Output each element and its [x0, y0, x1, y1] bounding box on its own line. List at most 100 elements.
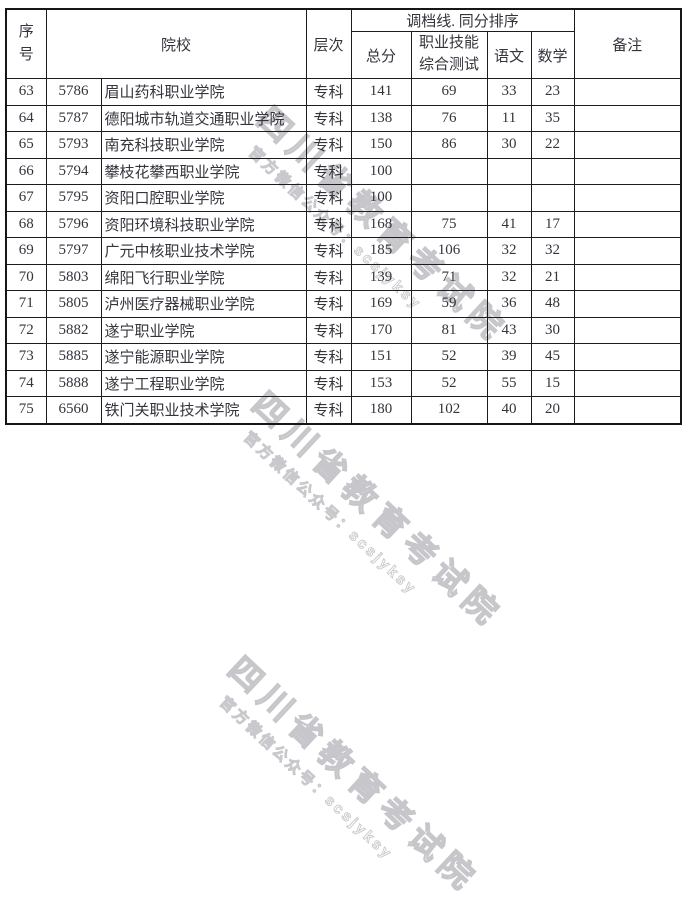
table-row: 68 5796 资阳环境科技职业学院 专科 168 75 41 17: [5, 210, 682, 238]
cell-college-code: 5786: [45, 78, 102, 106]
cell-level: 专科: [305, 210, 352, 238]
header-total-score: 总分: [350, 31, 412, 79]
cell-college-code: 5793: [45, 131, 102, 159]
cell-note: [573, 369, 682, 397]
header-chinese: 语文: [486, 31, 532, 79]
header-skill-test-label: 职业技能综合测试: [419, 35, 480, 73]
cell-seq: 73: [5, 343, 47, 371]
cell-chinese-score: 40: [486, 396, 532, 424]
cell-note: [573, 210, 682, 238]
cell-math-score: 17: [530, 210, 575, 238]
header-score-group: 调档线. 同分排序: [350, 8, 575, 32]
cell-total-score: 169: [350, 290, 412, 318]
cell-chinese-score: 39: [486, 343, 532, 371]
table-row: 69 5797 广元中核职业技术学院 专科 185 106 32 32: [5, 237, 682, 265]
cell-note: [573, 316, 682, 344]
cell-level: 专科: [305, 157, 352, 185]
table-body: 63 5786 眉山药科职业学院 专科 141 69 33 23 64 5787…: [5, 78, 682, 424]
cell-skill-test-score: 69: [410, 78, 488, 106]
cell-skill-test-score: 81: [410, 316, 488, 344]
cell-college-code: 6560: [45, 396, 102, 424]
cell-seq: 67: [5, 184, 47, 212]
cell-seq: 74: [5, 369, 47, 397]
cell-level: 专科: [305, 290, 352, 318]
header-seq-label: 序号: [18, 23, 34, 63]
header-seq: 序号: [5, 8, 47, 79]
cell-math-score: 30: [530, 316, 575, 344]
cell-note: [573, 131, 682, 159]
table-row: 74 5888 遂宁工程职业学院 专科 153 52 55 15: [5, 369, 682, 397]
cell-seq: 66: [5, 157, 47, 185]
cell-note: [573, 104, 682, 132]
cell-total-score: 168: [350, 210, 412, 238]
cell-college-code: 5885: [45, 343, 102, 371]
cell-college-code: 5803: [45, 263, 102, 291]
table-row: 73 5885 遂宁能源职业学院 专科 151 52 39 45: [5, 343, 682, 371]
cell-total-score: 180: [350, 396, 412, 424]
cell-seq: 71: [5, 290, 47, 318]
cell-chinese-score: [486, 184, 532, 212]
cell-level: 专科: [305, 78, 352, 106]
cell-skill-test-score: 102: [410, 396, 488, 424]
cell-chinese-score: 30: [486, 131, 532, 159]
cell-math-score: 48: [530, 290, 575, 318]
cell-college-code: 5796: [45, 210, 102, 238]
cell-math-score: [530, 184, 575, 212]
cell-chinese-score: 11: [486, 104, 532, 132]
cell-college-name: 遂宁能源职业学院: [100, 343, 307, 371]
header-note: 备注: [573, 8, 682, 79]
cell-note: [573, 157, 682, 185]
cell-seq: 72: [5, 316, 47, 344]
cell-note: [573, 237, 682, 265]
watermark-sub-text: 官方微信公众号：scsjyksy: [215, 693, 397, 864]
cell-skill-test-score: 71: [410, 263, 488, 291]
cell-total-score: 170: [350, 316, 412, 344]
cell-college-name: 攀枝花攀西职业学院: [100, 157, 307, 185]
cell-chinese-score: 36: [486, 290, 532, 318]
cell-level: 专科: [305, 343, 352, 371]
cell-skill-test-score: [410, 157, 488, 185]
cell-college-code: 5805: [45, 290, 102, 318]
cell-level: 专科: [305, 237, 352, 265]
cell-total-score: 153: [350, 369, 412, 397]
cell-college-name: 遂宁工程职业学院: [100, 369, 307, 397]
watermark-main-text: 四川省教育考试院: [221, 649, 488, 901]
cell-level: 专科: [305, 184, 352, 212]
cell-college-name: 铁门关职业技术学院: [100, 396, 307, 424]
cell-total-score: 150: [350, 131, 412, 159]
cell-total-score: 151: [350, 343, 412, 371]
header-college: 院校: [45, 8, 307, 79]
cell-college-code: 5797: [45, 237, 102, 265]
cell-skill-test-score: 52: [410, 343, 488, 371]
cell-total-score: 139: [350, 263, 412, 291]
cell-college-name: 资阳环境科技职业学院: [100, 210, 307, 238]
cell-math-score: 35: [530, 104, 575, 132]
cell-chinese-score: [486, 157, 532, 185]
cell-level: 专科: [305, 396, 352, 424]
cell-college-code: 5882: [45, 316, 102, 344]
cell-skill-test-score: 76: [410, 104, 488, 132]
cell-total-score: 185: [350, 237, 412, 265]
table-row: 71 5805 泸州医疗器械职业学院 专科 169 59 36 48: [5, 290, 682, 318]
cell-chinese-score: 32: [486, 237, 532, 265]
header-level: 层次: [305, 8, 352, 79]
cell-total-score: 100: [350, 157, 412, 185]
cell-skill-test-score: 75: [410, 210, 488, 238]
cell-note: [573, 263, 682, 291]
table-row: 67 5795 资阳口腔职业学院 专科 100: [5, 184, 682, 212]
cell-college-name: 泸州医疗器械职业学院: [100, 290, 307, 318]
cell-college-code: 5787: [45, 104, 102, 132]
cell-seq: 64: [5, 104, 47, 132]
cell-skill-test-score: 86: [410, 131, 488, 159]
cell-college-name: 南充科技职业学院: [100, 131, 307, 159]
cell-level: 专科: [305, 369, 352, 397]
cell-math-score: 32: [530, 237, 575, 265]
cell-note: [573, 78, 682, 106]
table-row: 70 5803 绵阳飞行职业学院 专科 139 71 32 21: [5, 263, 682, 291]
cell-total-score: 100: [350, 184, 412, 212]
header-skill-test: 职业技能综合测试: [410, 31, 488, 79]
watermark-sub-text: 官方微信公众号：scsjyksy: [239, 428, 421, 599]
cell-note: [573, 184, 682, 212]
table-row: 75 6560 铁门关职业技术学院 专科 180 102 40 20: [5, 396, 682, 424]
